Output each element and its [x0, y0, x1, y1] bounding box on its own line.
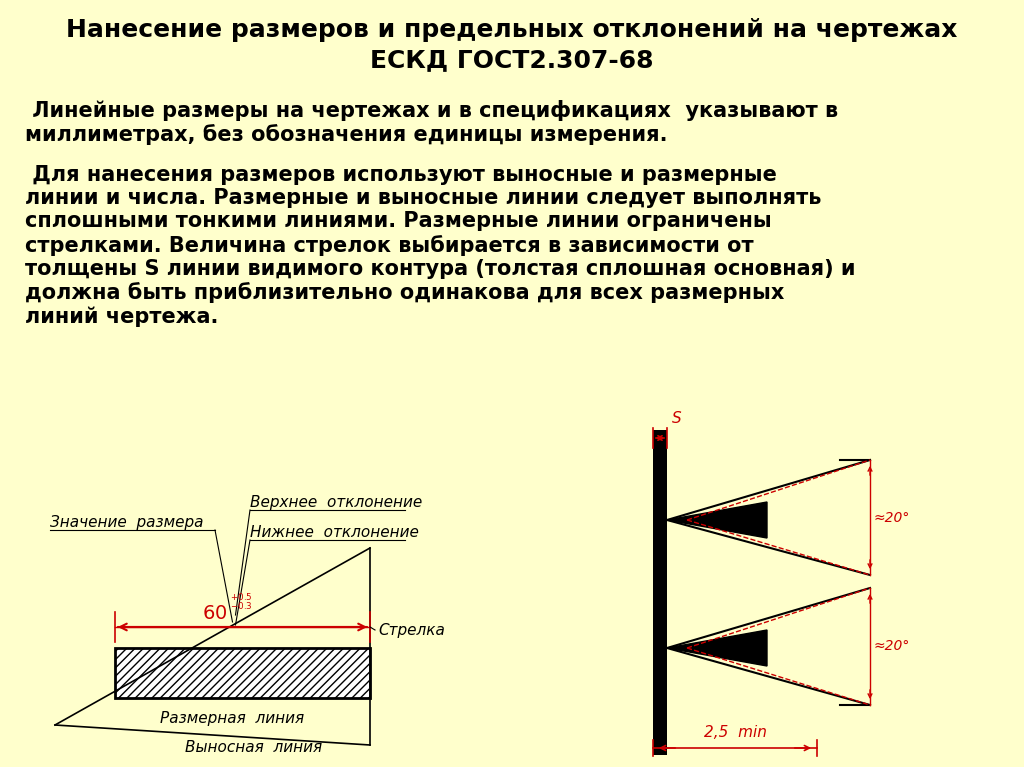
- Text: ≈20°: ≈20°: [874, 511, 910, 525]
- Text: Верхнее  отклонение: Верхнее отклонение: [250, 495, 422, 510]
- Text: Линейные размеры на чертежах и в спецификациях  указывают в
миллиметрах, без обо: Линейные размеры на чертежах и в специфи…: [25, 100, 838, 146]
- Bar: [115, 648, 370, 698]
- Text: $60$: $60$: [202, 604, 227, 623]
- Text: $^{+0.5}_{-0.3}$: $^{+0.5}_{-0.3}$: [229, 593, 252, 613]
- Text: Значение  размера: Значение размера: [50, 515, 204, 530]
- Text: Размерная  линия: Размерная линия: [160, 710, 304, 726]
- Text: ≈20°: ≈20°: [874, 640, 910, 653]
- Text: Выносная  линия: Выносная линия: [185, 740, 323, 755]
- Polygon shape: [667, 502, 767, 538]
- Text: Стрелка: Стрелка: [378, 623, 444, 637]
- Text: Нанесение размеров и предельных отклонений на чертежах: Нанесение размеров и предельных отклонен…: [67, 18, 957, 42]
- Bar: [653, 430, 667, 755]
- Polygon shape: [667, 630, 767, 666]
- Text: S: S: [672, 411, 682, 426]
- Text: Для нанесения размеров используют выносные и размерные
линии и числа. Размерные : Для нанесения размеров используют выносн…: [25, 165, 855, 327]
- Text: 2,5  min: 2,5 min: [703, 725, 766, 740]
- Text: ЕСКД ГОСТ2.307-68: ЕСКД ГОСТ2.307-68: [371, 48, 653, 72]
- Text: Нижнее  отклонение: Нижнее отклонение: [250, 525, 419, 540]
